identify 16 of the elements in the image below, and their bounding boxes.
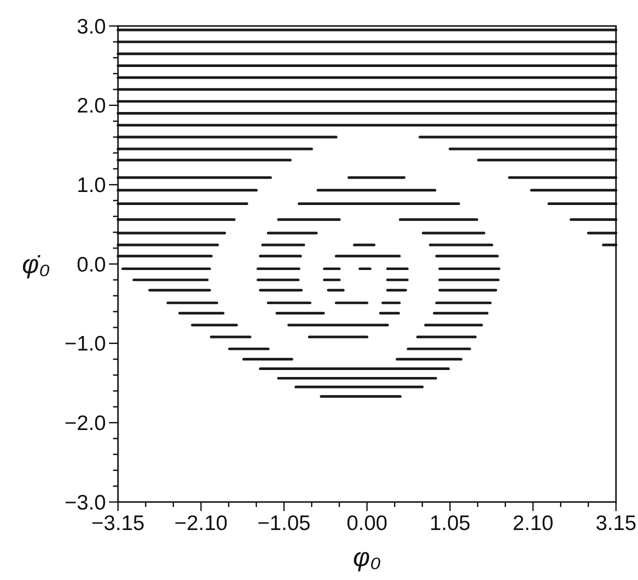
x-tick-label: −3.15: [91, 512, 145, 535]
x-tick-label: 3.15: [596, 512, 636, 535]
y-tick-label: 1.0: [76, 174, 106, 198]
y-tick-label: −2.0: [64, 412, 106, 436]
y-tick-label: −3.0: [64, 491, 106, 514]
x-axis-title: φ₀: [353, 542, 381, 572]
x-tick-label: 2.10: [512, 512, 554, 535]
y-axis-title: φ̇₀: [22, 249, 50, 280]
x-tick-label: 1.05: [430, 512, 470, 535]
y-tick-label: 2.0: [76, 94, 106, 118]
x-tick-label: −2.10: [174, 512, 228, 535]
y-tick-label: −1.0: [64, 332, 106, 356]
y-tick-label: 3.0: [76, 15, 106, 38]
x-tick-label: −1.05: [257, 512, 311, 535]
y-tick-label: 0.0: [76, 253, 106, 276]
x-tick-label: 0.00: [346, 512, 388, 535]
